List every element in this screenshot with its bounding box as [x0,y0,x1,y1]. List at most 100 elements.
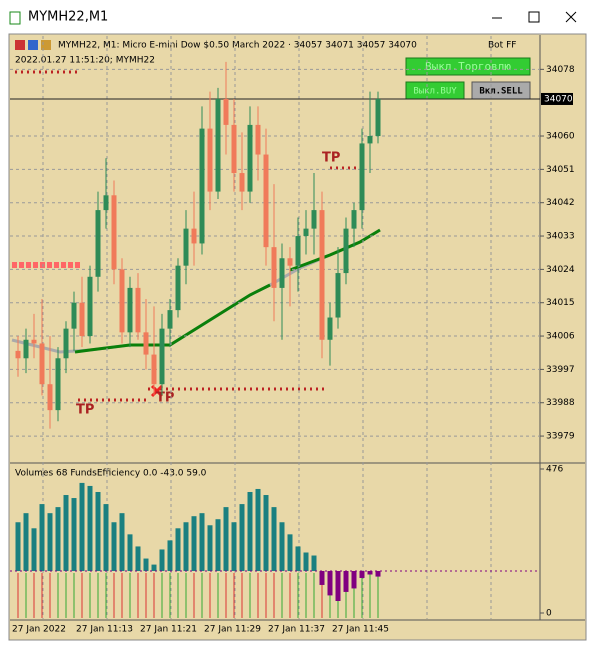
volume-bar [263,495,269,571]
volume-bar [135,546,141,571]
volume-bar [183,522,189,571]
candle-body [71,302,77,329]
candle-body [31,339,37,344]
volume-bar [279,522,285,571]
button[interactable] [405,57,531,76]
y-tick-label: 34078 [546,65,575,75]
volume-bar [63,495,69,571]
volume-bar [47,513,53,571]
candle-body [103,195,109,211]
volume-bar [95,491,101,571]
button-label[interactable]: Выкл.Торговлю [425,60,511,73]
y-tick-label: 34006 [546,332,575,342]
candle-body [63,328,69,359]
candle-body [15,350,21,359]
efficiency-bar [327,571,333,596]
candle-body [119,269,125,333]
volume-bar [87,485,93,571]
candle-body [359,143,365,211]
x-tick-label: 27 Jan 11:29 [204,625,261,635]
volume-bar [271,507,277,571]
volume-bar [239,504,245,571]
volume-bar [143,558,149,571]
candle-body [191,228,197,244]
candle-body [287,258,293,266]
volume-bar [207,525,213,571]
tp-label: TP [76,403,94,418]
efficiency-bar [375,571,381,577]
candle-body [303,228,309,237]
candle-body [327,317,333,340]
volume-bar [311,555,317,571]
volume-bar [23,513,29,571]
x-tick-label: 27 Jan 11:13 [76,625,133,635]
volume-bar [79,482,85,571]
y-tick-label: 34051 [546,165,575,175]
x-tick-label: 27 Jan 11:21 [140,625,197,635]
candle-body [295,236,301,266]
volume-bar [111,522,117,571]
y-tick-label: 34024 [546,265,575,275]
volume-bar [159,549,165,571]
efficiency-bar [335,571,341,601]
volume-bar [39,504,45,571]
maximize-button[interactable] [528,11,540,23]
candle-body [23,339,29,359]
chart-header: MYMH22, M1: Micro E-mini Dow $0.50 March… [58,41,417,51]
volume-bar [191,516,197,571]
candle-body [239,173,245,192]
candle-body [79,302,85,337]
volume-bar [103,504,109,571]
candle-body [255,124,261,155]
current-price-box [541,92,573,105]
candle-body [151,354,157,385]
header-icon [28,40,38,50]
window-icon [9,11,21,25]
volume-bar [287,534,293,571]
button-label[interactable]: Выкл.BUY [413,87,457,97]
timestamp: 2022.01.27 11:51:20; MYMH22 [15,56,155,66]
y-tick-label: 34060 [546,132,575,142]
candle-body [183,228,189,266]
volume-bar [127,534,133,571]
candle-body [87,276,93,337]
candle-body [55,358,61,411]
candle-body [39,343,45,385]
candle-body [311,210,317,229]
candle-body [143,332,149,355]
header-icon [15,40,25,50]
close-button[interactable] [565,11,577,23]
y-tick-label: 33988 [546,398,575,408]
y-tick-label: 33979 [546,432,575,442]
candle-body [167,310,173,329]
volume-bar [303,552,309,571]
bot-label: Bot FF [488,41,516,51]
x-tick-label: 27 Jan 2022 [12,625,66,635]
volume-bar [151,564,157,571]
x-tick-label: 27 Jan 11:37 [268,625,325,635]
volume-bar [223,507,229,571]
candle-body [247,124,253,192]
y-tick-label: 34015 [546,298,575,308]
candle-body [231,124,237,174]
volume-bar [15,522,21,571]
y-tick-label: 0 [546,609,552,619]
window-title: MYMH22,M1 [28,10,108,25]
candle-body [335,273,341,318]
efficiency-bar [351,571,357,589]
candle-body [223,98,229,125]
volume-bar [55,507,61,571]
candle-body [375,98,381,137]
y-tick-label: 33997 [546,365,575,375]
candle-body [263,154,269,248]
candle-body [127,287,133,333]
header-icon [41,40,51,50]
volume-bar [119,513,125,571]
volume-bar [175,528,181,571]
volume-bar [199,513,205,571]
tp-label: TP [156,391,174,406]
efficiency-bar [359,571,365,578]
candle-body [159,328,165,385]
button-label[interactable]: Вкл.SELL [479,87,523,97]
